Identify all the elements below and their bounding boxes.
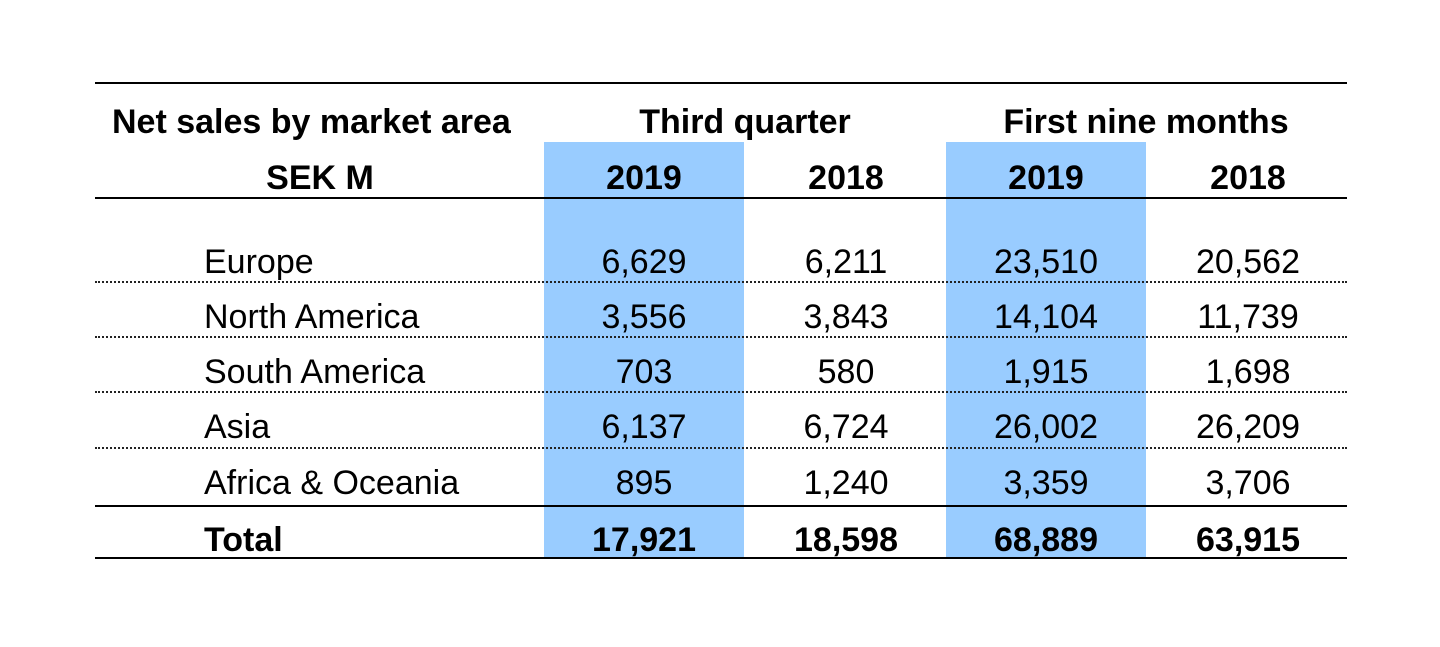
table-cell: 26,002: [994, 408, 1098, 446]
row-separator: [95, 447, 1347, 449]
column-header-year: 2019: [606, 159, 682, 197]
column-header-year: 2018: [808, 159, 884, 197]
table-cell: 20,562: [1196, 243, 1300, 281]
row-separator: [95, 391, 1347, 393]
table-title: Net sales by market area: [112, 103, 511, 141]
total-cell: 18,598: [794, 521, 898, 559]
column-group-first-nine-months: First nine months: [1003, 103, 1289, 141]
highlight-2019-third-quarter: [544, 142, 744, 558]
table-cell: 580: [817, 353, 875, 391]
table-bottom-rule: [95, 557, 1347, 559]
table-cell: 895: [615, 464, 673, 502]
highlight-2019-nine-months: [946, 142, 1146, 558]
table-top-rule: [95, 82, 1347, 84]
table-cell: 1,915: [1003, 353, 1089, 391]
table-cell: 26,209: [1196, 408, 1300, 446]
total-cell: 17,921: [592, 521, 696, 559]
table-cell: 11,739: [1197, 298, 1299, 336]
total-cell: 63,915: [1196, 521, 1300, 559]
row-separator: [95, 281, 1347, 283]
table-cell: 6,211: [804, 243, 888, 281]
column-header-year: 2019: [1008, 159, 1084, 197]
total-cell: 68,889: [994, 521, 1098, 559]
row-label-north-america: North America: [204, 298, 420, 336]
row-separator: [95, 336, 1347, 338]
table-cell: 1,240: [803, 464, 889, 502]
total-top-rule: [95, 505, 1347, 507]
table-cell: 1,698: [1205, 353, 1291, 391]
table-cell: 6,724: [803, 408, 889, 446]
table-cell: 703: [615, 353, 673, 391]
header-bottom-rule: [95, 197, 1347, 199]
column-group-third-quarter: Third quarter: [639, 103, 851, 141]
row-label-europe: Europe: [204, 243, 314, 281]
unit-label: SEK M: [266, 159, 374, 197]
table-cell: 3,556: [601, 298, 687, 336]
table-cell: 6,137: [601, 408, 687, 446]
row-label-africa-oceania: Africa & Oceania: [204, 464, 460, 502]
row-label-total: Total: [204, 521, 283, 559]
row-label-south-america: South America: [204, 353, 426, 391]
table-cell: 14,104: [994, 298, 1098, 336]
table-cell: 3,706: [1205, 464, 1291, 502]
table-cell: 6,629: [601, 243, 687, 281]
table-cell: 3,359: [1003, 464, 1089, 502]
row-label-asia: Asia: [204, 408, 271, 446]
table-cell: 23,510: [994, 243, 1098, 281]
table-cell: 3,843: [803, 298, 889, 336]
column-header-year: 2018: [1210, 159, 1286, 197]
